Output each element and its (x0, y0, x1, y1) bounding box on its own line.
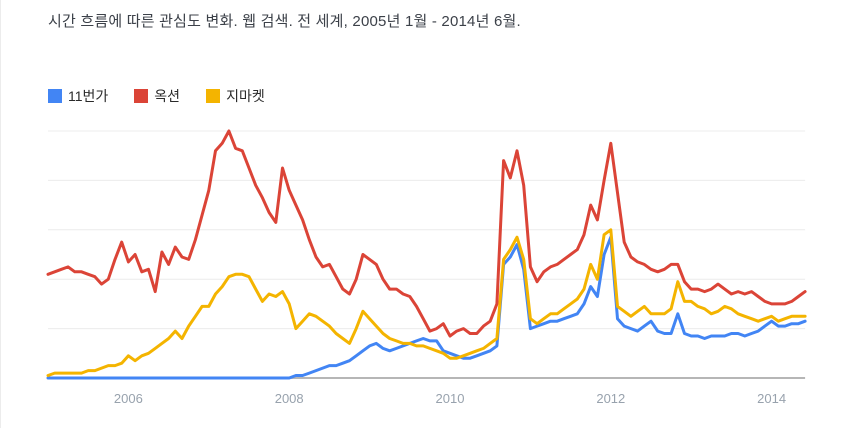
series-line-11번가[interactable] (46, 235, 807, 380)
x-axis-label-2010: 2010 (435, 391, 465, 406)
legend-label-auction: 옥션 (154, 88, 181, 104)
legend-item-gmarket: 지마켓 (206, 86, 265, 106)
legend-item-11st: 11번가 (48, 86, 108, 106)
legend-label-11st: 11번가 (68, 88, 109, 104)
chart-title: 시간 흐름에 따른 관심도 변화. 웹 검색. 전 세계, 2005년 1월 -… (48, 13, 521, 30)
series-line-지마켓[interactable] (46, 228, 807, 377)
legend-swatch-red-icon (134, 89, 149, 103)
x-axis-label-2014: 2014 (757, 391, 787, 406)
x-axis-label-2012: 2012 (596, 391, 626, 406)
legend-swatch-blue-icon (48, 89, 62, 103)
legend-swatch-yellow-icon (206, 89, 221, 103)
legend-item-auction: 옥션 (134, 86, 180, 106)
series-line-옥션[interactable] (46, 129, 807, 338)
x-axis-label-2006: 2006 (113, 391, 143, 406)
x-axis-label-2008: 2008 (274, 391, 304, 406)
legend-label-gmarket: 지마켓 (226, 88, 265, 104)
chart-legend: 11번가 옥션 지마켓 (48, 86, 265, 106)
